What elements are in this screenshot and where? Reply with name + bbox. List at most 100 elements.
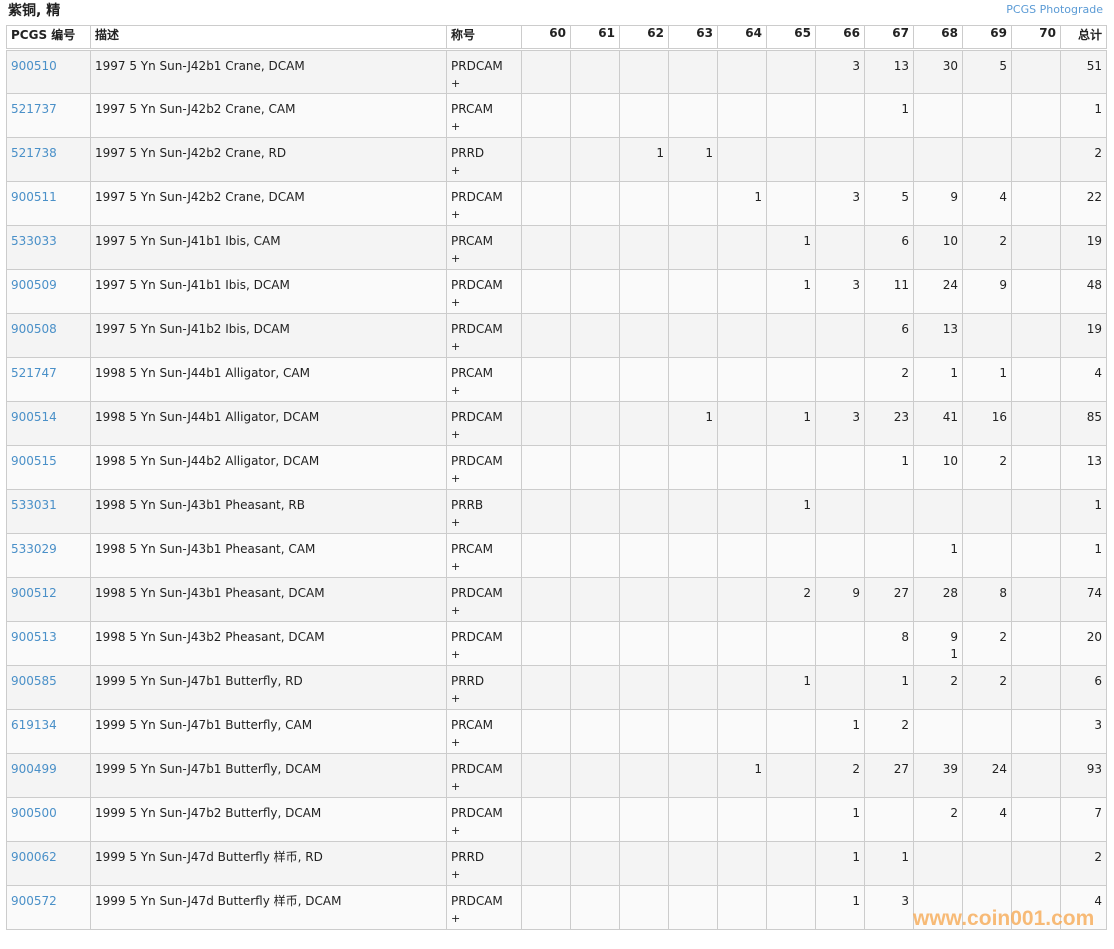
grade-62-cell xyxy=(619,665,669,710)
table-row: 900572 1999 5 Yn Sun-J47d Butterfly 样币, D… xyxy=(6,885,1107,930)
grade-count: 1 xyxy=(754,190,762,204)
grade-count: 10 xyxy=(942,454,958,468)
pcgs-id-link[interactable]: 521738 xyxy=(11,146,57,160)
grade-count: 2 xyxy=(999,234,1007,248)
table-row: 533031 1998 5 Yn Sun-J43b1 Pheasant, RB PR… xyxy=(6,489,1107,534)
grade-70-cell xyxy=(1011,533,1061,578)
pcgs-id-link[interactable]: 521737 xyxy=(11,102,57,116)
designation-cell: PRDCAM + xyxy=(446,621,522,666)
grade-60-cell xyxy=(521,621,571,666)
plus-label: + xyxy=(451,736,461,749)
plus-label: + xyxy=(451,516,461,529)
grade-70-cell xyxy=(1011,621,1061,666)
table-row: 900062 1999 5 Yn Sun-J47d Butterfly 样币, R… xyxy=(6,841,1107,886)
pcgs-id-link[interactable]: 900513 xyxy=(11,630,57,644)
total-cell: 1 xyxy=(1060,489,1107,534)
designation-cell: PRCAM + xyxy=(446,93,522,138)
grade-69-cell: 9 xyxy=(962,269,1012,314)
pcgs-id-cell: 533031 xyxy=(6,489,91,534)
grade-66-cell: 3 xyxy=(815,401,865,446)
designation: PRRB xyxy=(451,498,484,512)
grade-63-cell xyxy=(668,533,718,578)
grade-69-cell xyxy=(962,137,1012,182)
total-cell: 3 xyxy=(1060,709,1107,754)
grade-62-cell: 1 xyxy=(619,137,669,182)
grade-70-cell xyxy=(1011,753,1061,798)
grade-count: 1 xyxy=(901,102,909,116)
table-row: 521737 1997 5 Yn Sun-J42b2 Crane, CAM PRCA… xyxy=(6,93,1107,138)
grade-count: 13 xyxy=(893,59,909,73)
grade-68-cell xyxy=(913,489,963,534)
grade-70-cell xyxy=(1011,93,1061,138)
pcgs-id-link[interactable]: 900508 xyxy=(11,322,57,336)
pcgs-id-cell: 900510 xyxy=(6,49,91,94)
grade-count: 2 xyxy=(999,674,1007,688)
total-cell: 6 xyxy=(1060,665,1107,710)
pcgs-id-link[interactable]: 533033 xyxy=(11,234,57,248)
grade-67-cell: 1 xyxy=(864,665,914,710)
pcgs-id-link[interactable]: 533031 xyxy=(11,498,57,512)
pcgs-id-link[interactable]: 900572 xyxy=(11,894,57,908)
pcgs-id-link[interactable]: 900062 xyxy=(11,850,57,864)
grade-60-cell xyxy=(521,49,571,94)
pcgs-id-link[interactable]: 521747 xyxy=(11,366,57,380)
grade-63-cell xyxy=(668,225,718,270)
grade-62-cell xyxy=(619,841,669,886)
grade-65-cell xyxy=(766,181,816,226)
grade-67-cell: 2 xyxy=(864,709,914,754)
pcgs-id-link[interactable]: 900499 xyxy=(11,762,57,776)
pcgs-id-link[interactable]: 619134 xyxy=(11,718,57,732)
grade-67-cell xyxy=(864,137,914,182)
grade-count: 1 xyxy=(803,410,811,424)
grade-count: 3 xyxy=(852,190,860,204)
header-grade-67: 67 xyxy=(864,25,914,51)
grade-66-cell: 3 xyxy=(815,49,865,94)
photograde-link[interactable]: PCGS Photograde xyxy=(1006,3,1103,16)
pcgs-id-link[interactable]: 900511 xyxy=(11,190,57,204)
grade-60-cell xyxy=(521,93,571,138)
grade-65-cell xyxy=(766,357,816,402)
designation: PRDCAM xyxy=(451,806,503,820)
pcgs-id-link[interactable]: 900500 xyxy=(11,806,57,820)
grade-63-cell xyxy=(668,49,718,94)
pcgs-id-link[interactable]: 900514 xyxy=(11,410,57,424)
grade-count: 1 xyxy=(803,234,811,248)
pcgs-id-link[interactable]: 533029 xyxy=(11,542,57,556)
grade-count: 4 xyxy=(999,190,1007,204)
grade-67-cell: 27 xyxy=(864,577,914,622)
pcgs-id-link[interactable]: 900510 xyxy=(11,59,57,73)
pcgs-id-cell: 521747 xyxy=(6,357,91,402)
pcgs-id-cell: 619134 xyxy=(6,709,91,754)
grade-68-cell: 1 xyxy=(913,533,963,578)
grade-65-cell xyxy=(766,885,816,930)
grade-61-cell xyxy=(570,49,620,94)
header-designation: 称号 xyxy=(446,25,522,51)
pcgs-id-link[interactable]: 900585 xyxy=(11,674,57,688)
description-cell: 1999 5 Yn Sun-J47d Butterfly 样币, RD xyxy=(90,841,447,886)
table-row: 900511 1997 5 Yn Sun-J42b2 Crane, DCAM PRD… xyxy=(6,181,1107,226)
grade-count: 2 xyxy=(999,630,1007,644)
pcgs-id-link[interactable]: 900512 xyxy=(11,586,57,600)
pcgs-id-link[interactable]: 900515 xyxy=(11,454,57,468)
grade-62-cell xyxy=(619,753,669,798)
table-row: 900512 1998 5 Yn Sun-J43b1 Pheasant, DCAM… xyxy=(6,577,1107,622)
pcgs-id-link[interactable]: 900509 xyxy=(11,278,57,292)
grade-60-cell xyxy=(521,489,571,534)
designation: PRCAM xyxy=(451,234,493,248)
description-cell: 1999 5 Yn Sun-J47b2 Butterfly, DCAM xyxy=(90,797,447,842)
designation-cell: PRDCAM + xyxy=(446,401,522,446)
grade-62-cell xyxy=(619,313,669,358)
total-cell: 48 xyxy=(1060,269,1107,314)
description-cell: 1998 5 Yn Sun-J44b2 Alligator, DCAM xyxy=(90,445,447,490)
grade-count: 1 xyxy=(803,674,811,688)
grade-68-cell: 24 xyxy=(913,269,963,314)
grade-67-cell: 6 xyxy=(864,313,914,358)
grade-62-cell xyxy=(619,709,669,754)
grade-66-cell: 1 xyxy=(815,797,865,842)
grade-70-cell xyxy=(1011,313,1061,358)
grade-66-cell: 3 xyxy=(815,269,865,314)
watermark-logo: www.coin001.com xyxy=(913,907,1095,930)
grade-68-cell: 39 xyxy=(913,753,963,798)
header-grade-63: 63 xyxy=(668,25,718,51)
